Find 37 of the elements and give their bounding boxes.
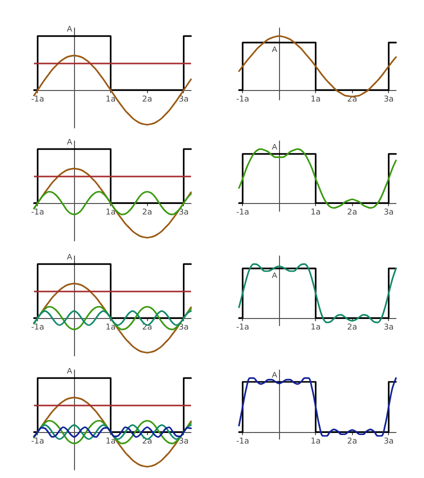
x-tick-label: 3a [178, 94, 189, 104]
x-tick-label: 1a [310, 436, 321, 446]
x-tick-label: -1a [236, 94, 250, 104]
x-tick-label: 1a [310, 94, 321, 104]
x-tick-label: 2a [347, 322, 358, 332]
annotation: A [66, 24, 73, 34]
x-tick-label: 1a [106, 94, 116, 104]
annotation: A [272, 370, 278, 380]
x-tick-label: 3a [178, 436, 189, 446]
x-tick-label: -1a [31, 322, 44, 332]
annotation: A [66, 138, 73, 147]
annotation: A [66, 366, 73, 376]
x-tick-label: -1a [236, 322, 250, 332]
x-tick-label: 1a [310, 208, 321, 217]
x-tick-label: 2a [347, 436, 358, 446]
x-tick-label: 3a [178, 208, 189, 217]
annotation: A [272, 142, 278, 152]
annotation: A [272, 270, 278, 280]
x-tick-label: 3a [384, 436, 394, 446]
x-tick-label: -1a [236, 208, 250, 217]
x-tick-label: 3a [384, 322, 394, 332]
x-tick-label: 3a [384, 94, 394, 104]
x-tick-label: -1a [31, 94, 44, 104]
x-tick-label: -1a [236, 436, 250, 446]
x-tick-label: 2a [142, 208, 152, 217]
x-tick-label: 1a [106, 208, 116, 217]
x-tick-label: 2a [347, 208, 358, 217]
x-tick-label: -1a [31, 436, 44, 446]
x-tick-label: 1a [106, 436, 116, 446]
x-tick-label: 3a [384, 208, 394, 217]
x-tick-label: -1a [31, 208, 44, 217]
annotation: A [272, 45, 278, 54]
annotation: A [66, 252, 73, 262]
x-tick-label: 1a [106, 322, 116, 332]
x-tick-label: 1a [310, 322, 321, 332]
x-tick-label: 2a [142, 94, 152, 104]
x-tick-label: 3a [178, 322, 189, 332]
